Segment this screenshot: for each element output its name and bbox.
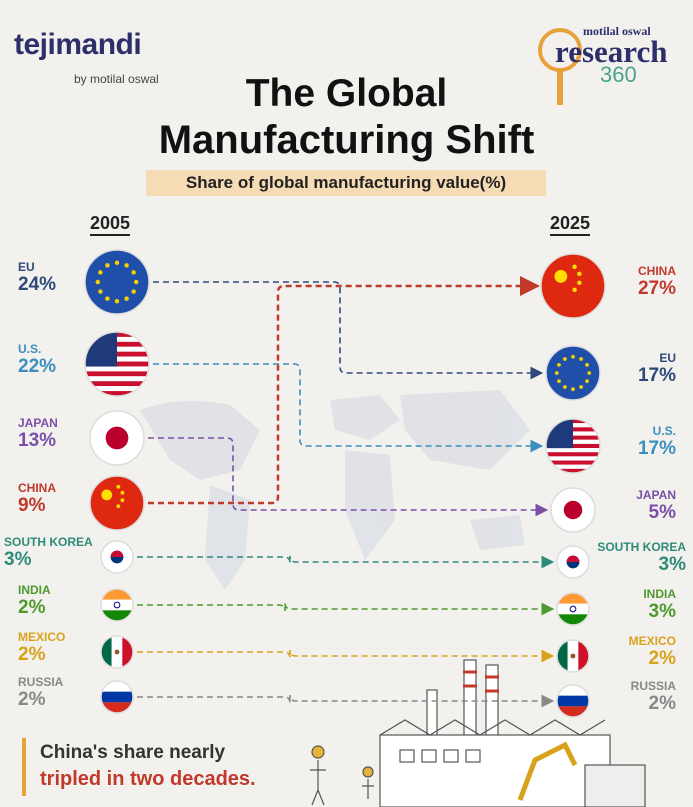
country-name: CHINA [638,264,676,278]
tejimandi-logo[interactable]: tejimandi by motilal oswal [14,22,204,92]
label-china-right: CHINA 27% [638,264,676,300]
share-value: 3% [4,549,32,570]
label-china-left: CHINA 9% [18,481,56,517]
country-name: EU [659,351,676,365]
share-value: 3% [648,601,676,622]
callout-bar [22,738,26,796]
connector-mexico [137,649,555,663]
label-eu-left: EU 24% [18,260,56,296]
flag-russia-icon-left [100,680,134,714]
share-value: 2% [648,693,676,714]
flag-china-icon-right [540,253,606,319]
flag-mexico-icon-right [556,639,590,673]
flag-u-s-icon-left [84,331,150,397]
connector-russia [137,694,555,708]
share-value: 27% [637,278,676,299]
label-russia-left: RUSSIA 2% [18,675,63,711]
flag-japan-icon-left [89,410,145,466]
flag-south-korea-icon-right [556,545,590,579]
share-value: 2% [648,648,676,669]
country-name: U.S. [18,342,42,356]
research-mid: research [555,34,668,69]
label-japan-right: JAPAN 5% [636,488,676,524]
share-value: 17% [637,365,676,386]
title-line-1: The Global [245,72,448,115]
connector-china [148,276,540,505]
world-map-icon [140,390,530,590]
callout: China's share nearly tripled in two deca… [22,738,302,798]
research-num: 360 [600,62,637,87]
title-line-2: Manufacturing Shift [158,118,535,162]
country-name: RUSSIA [630,679,676,693]
flag-eu-icon-right [545,345,601,401]
share-value: 17% [637,438,676,459]
flag-russia-icon-right [556,684,590,718]
label-russia-right: RUSSIA 2% [631,679,676,715]
country-name: INDIA [643,587,676,601]
share-value: 2% [18,644,46,665]
country-name: EU [18,260,35,274]
callout-line-1: China's share nearly [40,742,226,763]
connector-u-s [153,363,544,453]
year-right: 2025 [550,213,591,236]
flag-south-korea-icon-left [100,540,134,574]
country-name: MEXICO [18,630,66,644]
flag-u-s-icon-right [545,418,601,474]
country-name: CHINA [18,481,56,495]
brand-sub: by motilal oswal [74,72,159,86]
share-value: 2% [18,597,46,618]
share-value: 2% [18,689,46,710]
country-name: U.S. [652,424,676,438]
label-u-s-left: U.S. 22% [18,342,56,378]
country-name: MEXICO [628,634,676,648]
country-name: SOUTH KOREA [597,540,686,554]
country-name: SOUTH KOREA [4,535,93,549]
research-top: motilal oswal [583,24,651,38]
flag-japan-icon-right [550,487,596,533]
label-u-s-right: U.S. 17% [638,424,676,460]
label-india-right: INDIA 3% [643,587,676,623]
flag-mexico-icon-left [100,635,134,669]
share-value: 24% [18,274,57,295]
share-value: 13% [18,430,57,451]
share-value: 5% [648,502,676,523]
label-south-korea-left: SOUTH KOREA 3% [4,535,93,571]
year-left: 2005 [90,213,131,236]
flag-china-icon-left [89,475,145,531]
label-japan-left: JAPAN 13% [18,416,58,452]
label-eu-right: EU 17% [638,351,676,387]
country-name: INDIA [18,583,51,597]
country-name: JAPAN [18,416,58,430]
share-value: 3% [658,554,686,575]
factory-icon [310,659,646,807]
label-south-korea-right: SOUTH KOREA 3% [597,540,686,576]
connector-india [137,602,555,616]
connector-japan [148,437,549,517]
callout-line-2: tripled in two decades. [40,768,256,790]
share-value: 9% [18,495,46,516]
connector-eu [153,281,544,380]
chart-subtitle: Share of global manufacturing value(%) [146,170,546,196]
share-value: 22% [18,356,57,377]
brand-name: tejimandi [14,28,142,61]
flag-india-icon-left [100,588,134,622]
flag-india-icon-right [556,592,590,626]
label-mexico-left: MEXICO 2% [18,630,65,666]
research360-logo[interactable]: motilal oswal research 360 [530,12,690,107]
label-mexico-right: MEXICO 2% [629,634,676,670]
magnifier-icon [538,28,582,105]
flag-eu-icon-left [84,249,150,315]
label-india-left: INDIA 2% [18,583,51,619]
connector-south-korea [137,555,555,569]
country-name: RUSSIA [18,675,64,689]
country-name: JAPAN [636,488,676,502]
